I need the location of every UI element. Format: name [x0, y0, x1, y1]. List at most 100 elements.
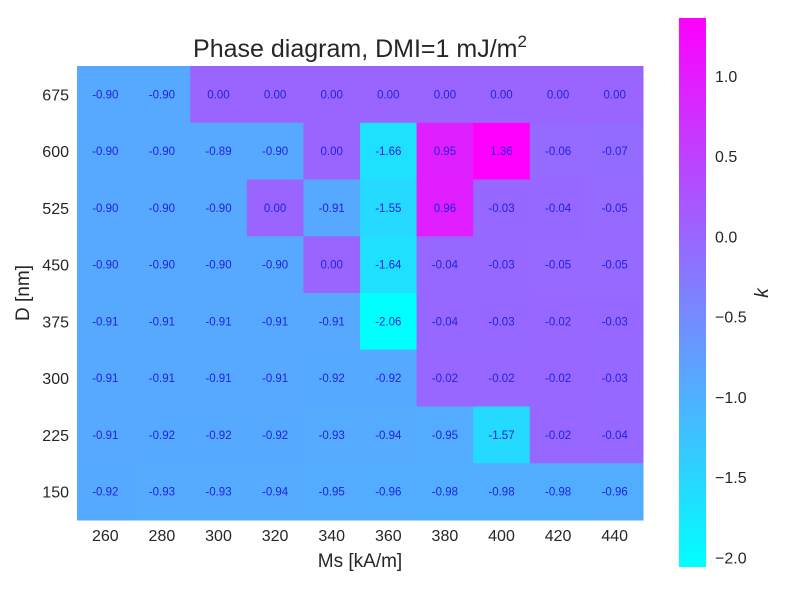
cell-value-label: -0.05: [545, 260, 571, 272]
heatmap-cell: [586, 406, 644, 464]
heatmap-cell: [77, 406, 135, 464]
cell-value-label: -0.92: [92, 487, 118, 499]
colorbar-label: k: [752, 287, 773, 298]
colorbar-tick-label: 0.0: [715, 229, 737, 246]
heatmap-cell: [416, 349, 474, 407]
heatmap-cell: [416, 236, 474, 294]
cell-value-label: -1.66: [375, 146, 401, 158]
heatmap-cell: [303, 122, 361, 180]
heatmap-cell: [473, 236, 531, 294]
cell-value-label: -0.94: [262, 487, 289, 499]
heatmap-cell: [529, 349, 587, 407]
heatmap-cell: [586, 349, 644, 407]
cell-value-label: -0.91: [92, 373, 118, 385]
heatmap-cell: [246, 463, 304, 521]
heatmap-cells: -0.90 -0.90 0.00 0.00 0.00 0.00 0.00 0.00 0.00 0.…: [77, 66, 644, 521]
heatmap-cell: [133, 349, 191, 407]
cell-value-label: -0.05: [602, 203, 628, 215]
heatmap-cell: [529, 236, 587, 294]
y-tick-label: 600: [42, 144, 69, 161]
heatmap-cell: [303, 463, 361, 521]
heatmap-cell: [473, 66, 531, 124]
colorbar-tick-label: 1.0: [715, 69, 737, 86]
y-tick-labels: 675 600 525 450 375 300 225 150: [42, 87, 69, 501]
cell-value-label: -0.92: [205, 430, 231, 442]
cell-value-label: -2.06: [375, 316, 401, 328]
heatmap-cell: [360, 236, 418, 294]
heatmap-cell: [246, 66, 304, 124]
heatmap-cell: [133, 463, 191, 521]
cell-value-label: -0.90: [205, 260, 231, 272]
heatmap-cell: [360, 122, 418, 180]
x-tick-label: 400: [488, 528, 515, 545]
cell-value-label: -0.91: [92, 316, 118, 328]
x-tick-label: 300: [205, 528, 232, 545]
y-tick-label: 675: [42, 87, 69, 104]
x-tick-label: 420: [545, 528, 572, 545]
heatmap-cell: [529, 406, 587, 464]
chart-title: Phase diagram, DMI=1 mJ/m2: [193, 32, 527, 63]
cell-value-label: -0.93: [205, 487, 231, 499]
heatmap-cell: [529, 66, 587, 124]
heatmap-cell: [473, 122, 531, 180]
colorbar-ticks: 1.0 0.5 0.0 −0.5 −1.0 −1.5 −2.0: [715, 69, 747, 568]
heatmap-cell: [133, 293, 191, 351]
cell-value-label: -1.64: [375, 260, 402, 272]
cell-value-label: -0.93: [149, 487, 175, 499]
cell-value-label: 0.00: [490, 89, 512, 101]
y-tick-label: 300: [42, 371, 69, 388]
cell-value-label: -0.91: [205, 373, 231, 385]
cell-value-label: -0.90: [205, 203, 231, 215]
cell-value-label: -0.91: [319, 316, 345, 328]
heatmap-cell: [416, 463, 474, 521]
cell-value-label: -0.91: [262, 316, 288, 328]
heatmap-cell: [77, 463, 135, 521]
cell-value-label: -0.95: [432, 430, 458, 442]
cell-value-label: -0.90: [262, 146, 288, 158]
heatmap-cell: [133, 179, 191, 237]
cell-value-label: -0.90: [262, 260, 288, 272]
heatmap-cell: [529, 293, 587, 351]
cell-value-label: -0.90: [149, 146, 175, 158]
heatmap-cell: [246, 236, 304, 294]
heatmap-cell: [133, 122, 191, 180]
heatmap-cell: [586, 179, 644, 237]
heatmap-cell: [303, 406, 361, 464]
heatmap-cell: [303, 349, 361, 407]
heatmap-cell: [246, 406, 304, 464]
x-tick-label: 440: [601, 528, 628, 545]
cell-value-label: -0.89: [205, 146, 231, 158]
y-tick-label: 375: [42, 314, 69, 331]
heatmap-cell: [133, 406, 191, 464]
heatmap-cell: [360, 406, 418, 464]
cell-value-label: 0.95: [434, 146, 456, 158]
cell-value-label: -0.98: [432, 487, 458, 499]
cell-value-label: -0.03: [488, 203, 514, 215]
cell-value-label: -1.55: [375, 203, 401, 215]
x-axis-label: Ms [kA/m]: [318, 551, 402, 572]
heatmap-cell: [190, 349, 248, 407]
heatmap-cell: [473, 293, 531, 351]
cell-value-label: -0.03: [602, 316, 628, 328]
cell-value-label: -0.03: [488, 316, 514, 328]
heatmap-cell: [303, 66, 361, 124]
heatmap-cell: [416, 179, 474, 237]
heatmap-cell: [246, 179, 304, 237]
cell-value-label: 0.00: [604, 89, 626, 101]
cell-value-label: -0.94: [375, 430, 402, 442]
cell-value-label: -0.02: [545, 316, 571, 328]
cell-value-label: -0.91: [262, 373, 288, 385]
cell-value-label: -0.07: [602, 146, 628, 158]
heatmap-cell: [360, 463, 418, 521]
cell-value-label: -0.90: [92, 203, 118, 215]
x-tick-label: 360: [375, 528, 402, 545]
colorbar-tick-label: −1.5: [715, 470, 747, 487]
heatmap-cell: [473, 463, 531, 521]
cell-value-label: -0.90: [92, 89, 118, 101]
heatmap-cell: [77, 349, 135, 407]
cell-value-label: -0.04: [545, 203, 572, 215]
heatmap-cell: [529, 179, 587, 237]
heatmap-cell: [473, 406, 531, 464]
cell-value-label: -0.02: [545, 373, 571, 385]
heatmap-cell: [77, 236, 135, 294]
